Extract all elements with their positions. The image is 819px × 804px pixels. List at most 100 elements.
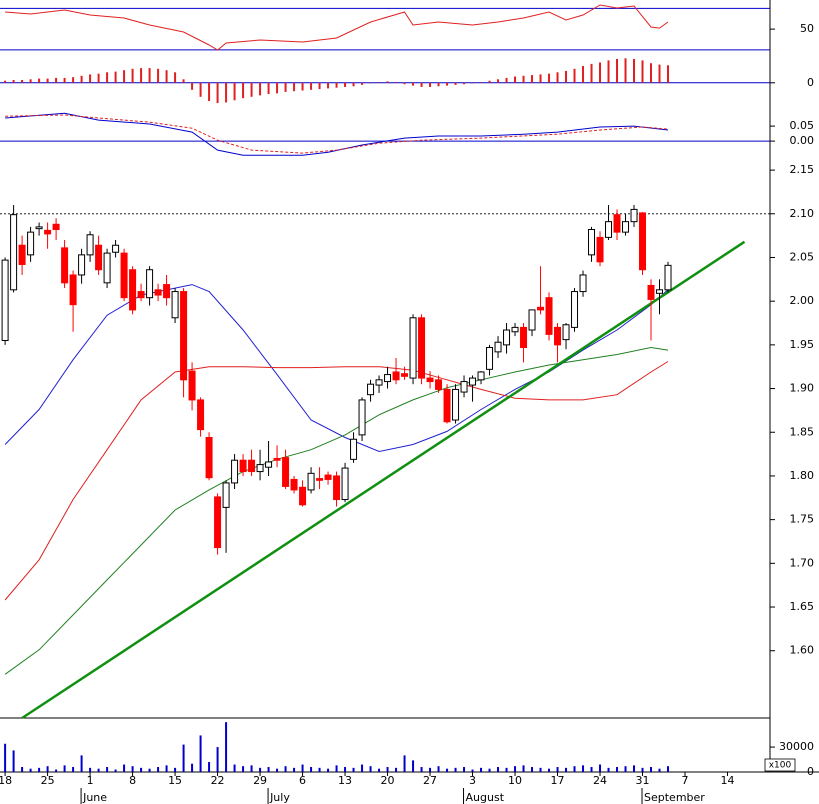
- candle-body: [180, 291, 188, 381]
- bar: [590, 767, 593, 772]
- bar: [454, 82, 457, 85]
- candle-body: [579, 274, 587, 293]
- bar: [514, 76, 517, 83]
- bar: [616, 59, 619, 83]
- bar: [641, 60, 644, 83]
- candle-body: [27, 231, 35, 256]
- bar: [539, 767, 542, 772]
- bar: [590, 63, 593, 83]
- bar: [658, 64, 661, 83]
- y-tick-label: 0.05: [790, 119, 815, 132]
- candle-body: [129, 269, 137, 311]
- bar: [318, 82, 321, 90]
- bar: [386, 767, 389, 772]
- bar: [403, 82, 406, 85]
- bar: [301, 82, 304, 91]
- bar: [55, 769, 58, 772]
- bar: [522, 75, 525, 83]
- y-tick-label: 0: [807, 76, 814, 89]
- candle-body: [545, 297, 553, 335]
- candle-body: [341, 467, 349, 501]
- candle-body: [265, 461, 273, 468]
- x-tick-label: 31: [636, 774, 650, 787]
- bar: [480, 767, 483, 772]
- y-tick-label: 2.00: [790, 294, 815, 307]
- y-tick-label: 2.15: [790, 163, 815, 176]
- candle-body: [511, 326, 519, 333]
- bar: [182, 79, 185, 83]
- bar: [4, 80, 7, 83]
- bar: [12, 80, 15, 83]
- candle-body: [163, 284, 171, 299]
- bar: [63, 77, 66, 83]
- bar: [29, 79, 32, 83]
- bar: [225, 722, 228, 772]
- candle-body: [571, 291, 579, 328]
- y-tick-label: 1.60: [790, 644, 815, 657]
- month-label: June: [82, 791, 107, 804]
- x-tick-label: 8: [129, 774, 136, 787]
- candle-body: [664, 264, 672, 291]
- bar: [565, 70, 568, 83]
- bar: [131, 68, 134, 83]
- bar: [471, 769, 474, 772]
- moving-average: [4, 361, 669, 601]
- bar: [148, 68, 151, 83]
- bar: [463, 767, 466, 772]
- bar: [497, 79, 500, 83]
- bar: [395, 82, 398, 83]
- bar: [55, 77, 58, 83]
- candle-body: [35, 226, 43, 230]
- bar: [539, 74, 542, 83]
- bar: [106, 767, 109, 772]
- y-tick-label: 1.75: [790, 513, 815, 526]
- candle-body: [333, 475, 341, 501]
- bar: [361, 764, 364, 772]
- candle-body: [120, 252, 128, 299]
- x-tick-label: 25: [41, 774, 55, 787]
- bar: [548, 768, 551, 772]
- candle-body: [486, 346, 494, 370]
- candle-body: [44, 229, 52, 235]
- bar: [123, 70, 126, 83]
- x-tick-label: 6: [299, 774, 306, 787]
- candle-body: [282, 457, 290, 487]
- bar: [72, 77, 75, 83]
- candle-body: [137, 291, 145, 299]
- bar: [114, 71, 117, 83]
- bar: [556, 767, 559, 772]
- candle-body: [1, 259, 9, 341]
- candle-body: [171, 291, 179, 319]
- candle-body: [103, 252, 111, 284]
- bar: [650, 767, 653, 772]
- bar: [63, 765, 66, 772]
- bar: [250, 765, 253, 772]
- bar: [658, 768, 661, 772]
- candle-body: [435, 379, 443, 390]
- x-tick-label: 24: [593, 774, 607, 787]
- candle-body: [409, 317, 417, 379]
- unit-box: [764, 758, 796, 772]
- y-tick-label: 1.80: [790, 469, 815, 482]
- candle-body: [520, 326, 528, 348]
- bar: [140, 767, 143, 772]
- bar: [72, 767, 75, 772]
- bar: [352, 82, 355, 87]
- candle-body: [239, 459, 247, 473]
- bar: [437, 766, 440, 772]
- candle-body: [10, 214, 18, 291]
- bar: [114, 769, 117, 772]
- candle-body: [316, 478, 324, 481]
- candle-body: [647, 284, 655, 300]
- bar: [633, 59, 636, 83]
- candle-body: [154, 289, 162, 296]
- bar: [556, 72, 559, 83]
- candle-body: [528, 309, 536, 331]
- bar: [633, 765, 636, 772]
- bar: [165, 765, 168, 772]
- bar: [157, 767, 160, 772]
- candle-body: [443, 388, 451, 423]
- x-tick-label: 13: [338, 774, 352, 787]
- bar: [29, 768, 32, 772]
